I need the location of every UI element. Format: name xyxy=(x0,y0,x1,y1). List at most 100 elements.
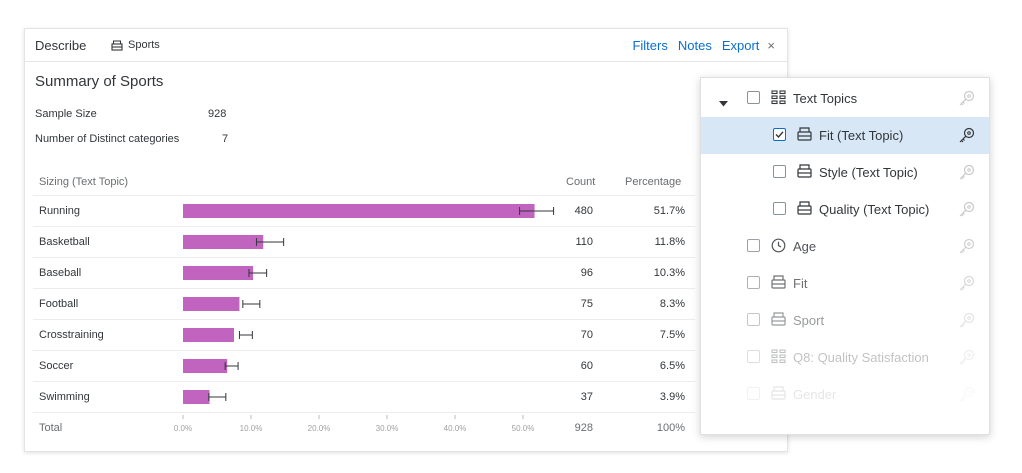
table-row: Crosstraining 70 7.5% xyxy=(33,319,695,351)
key-icon[interactable] xyxy=(958,348,976,371)
field-checkbox[interactable] xyxy=(747,313,760,326)
checkmark-icon xyxy=(775,131,784,139)
bar-football xyxy=(183,297,240,311)
row-count: 37 xyxy=(580,391,593,403)
row-category: Crosstraining xyxy=(39,329,104,341)
field-checkbox[interactable] xyxy=(773,202,786,215)
close-icon[interactable]: × xyxy=(767,38,775,53)
bar-basketball xyxy=(183,235,264,249)
field-checkbox[interactable] xyxy=(747,239,760,252)
text-topic-icon xyxy=(111,39,123,51)
error-bar xyxy=(242,300,261,308)
row-category: Football xyxy=(39,298,79,310)
notes-link[interactable]: Notes xyxy=(677,38,712,53)
row-percentage: 3.9% xyxy=(659,391,685,403)
key-icon[interactable] xyxy=(958,126,976,149)
table-row: Baseball 96 10.3% xyxy=(33,257,695,289)
row-count: 928 xyxy=(574,422,593,434)
filters-link[interactable]: Filters xyxy=(632,38,668,53)
field-checkbox[interactable] xyxy=(747,350,760,363)
row-percentage: 100% xyxy=(656,422,685,434)
field-checkbox[interactable] xyxy=(747,276,760,289)
row-count: 96 xyxy=(580,267,593,279)
row-percentage: 10.3% xyxy=(653,267,685,279)
key-icon[interactable] xyxy=(958,89,976,112)
text-topic-icon xyxy=(797,201,812,220)
table-row: Football 75 8.3% xyxy=(33,288,695,320)
variable-chip[interactable]: Sports xyxy=(111,39,160,51)
error-bar xyxy=(248,269,268,277)
error-bar xyxy=(208,393,227,401)
count-column-header: Count xyxy=(566,176,596,188)
frequency-bar-chart: 0.0% 10.0% 20.0% 30.0% 40.0% 50.0% xyxy=(174,204,555,433)
card-title: Describe xyxy=(35,38,87,53)
key-icon[interactable] xyxy=(958,385,976,408)
axis-tick-label: 50.0% xyxy=(512,424,535,433)
field-label: Age xyxy=(793,239,817,254)
row-category: Running xyxy=(39,205,80,217)
field-item[interactable]: Fit xyxy=(701,265,989,302)
text-topic-icon xyxy=(797,127,812,146)
error-bar xyxy=(255,238,285,246)
row-count: 60 xyxy=(580,360,593,372)
field-label: Style (Text Topic) xyxy=(819,165,918,180)
key-icon[interactable] xyxy=(958,311,976,334)
key-icon[interactable] xyxy=(958,274,976,297)
distinct-categories-label: Number of Distinct categories xyxy=(35,133,180,145)
distinct-categories-value: 7 xyxy=(222,133,229,145)
bar-crosstraining xyxy=(183,328,234,342)
field-label: Quality (Text Topic) xyxy=(819,202,930,217)
export-link[interactable]: Export xyxy=(721,38,760,53)
field-checkbox[interactable] xyxy=(773,165,786,178)
bar-soccer xyxy=(183,359,228,373)
text-topic-icon xyxy=(771,386,786,405)
header-actions: Filters Notes Export × xyxy=(622,38,775,53)
row-percentage: 7.5% xyxy=(659,329,685,341)
table-row: Basketball 110 11.8% xyxy=(33,226,695,258)
field-item[interactable]: Age xyxy=(701,228,989,265)
total-row: Total 928 100% xyxy=(33,412,695,444)
key-icon[interactable] xyxy=(958,200,976,223)
row-percentage: 51.7% xyxy=(653,205,685,217)
field-checkbox[interactable] xyxy=(773,128,786,141)
row-percentage: 6.5% xyxy=(659,360,685,372)
field-item[interactable]: Sport xyxy=(701,302,989,339)
field-label: Fit xyxy=(793,276,808,291)
clock-icon xyxy=(771,238,786,258)
field-picker-panel: Text Topics Fit (Text Topic) Style (Text T… xyxy=(700,77,990,435)
text-topic-icon xyxy=(771,275,786,294)
field-item[interactable]: Style (Text Topic) xyxy=(701,154,989,191)
field-checkbox[interactable] xyxy=(747,387,760,400)
row-category: Total xyxy=(39,422,63,434)
field-item[interactable]: Text Topics xyxy=(701,80,989,117)
field-item[interactable]: Fit (Text Topic) xyxy=(701,117,989,154)
error-bar xyxy=(224,362,239,370)
field-label: Gender xyxy=(793,387,837,402)
bar-running xyxy=(183,204,535,218)
row-category: Swimming xyxy=(39,391,90,403)
caret-down-icon[interactable] xyxy=(719,94,728,112)
sample-size-label: Sample Size xyxy=(35,108,97,120)
sample-size-value: 928 xyxy=(208,108,227,120)
axis-tick-label: 20.0% xyxy=(308,424,331,433)
field-label: Fit (Text Topic) xyxy=(819,128,904,143)
table-row: Soccer 60 6.5% xyxy=(33,350,695,382)
field-label: Q8: Quality Satisfaction xyxy=(793,350,929,365)
text-topic-icon xyxy=(771,312,786,331)
field-item[interactable]: Quality (Text Topic) xyxy=(701,191,989,228)
key-icon[interactable] xyxy=(958,237,976,260)
row-count: 110 xyxy=(575,236,593,248)
row-category: Baseball xyxy=(39,267,82,279)
table-row: Swimming 37 3.9% xyxy=(33,381,695,413)
row-category: Soccer xyxy=(39,360,74,372)
error-bar xyxy=(519,207,555,215)
field-item[interactable]: Gender xyxy=(701,376,989,413)
field-checkbox[interactable] xyxy=(747,91,760,104)
row-percentage: 8.3% xyxy=(659,298,685,310)
text-topics-group-icon xyxy=(771,90,786,110)
row-count: 70 xyxy=(580,329,593,341)
key-icon[interactable] xyxy=(958,163,976,186)
variable-name: Sports xyxy=(128,39,160,51)
field-item[interactable]: Q8: Quality Satisfaction xyxy=(701,339,989,376)
bar-swimming xyxy=(183,390,210,404)
